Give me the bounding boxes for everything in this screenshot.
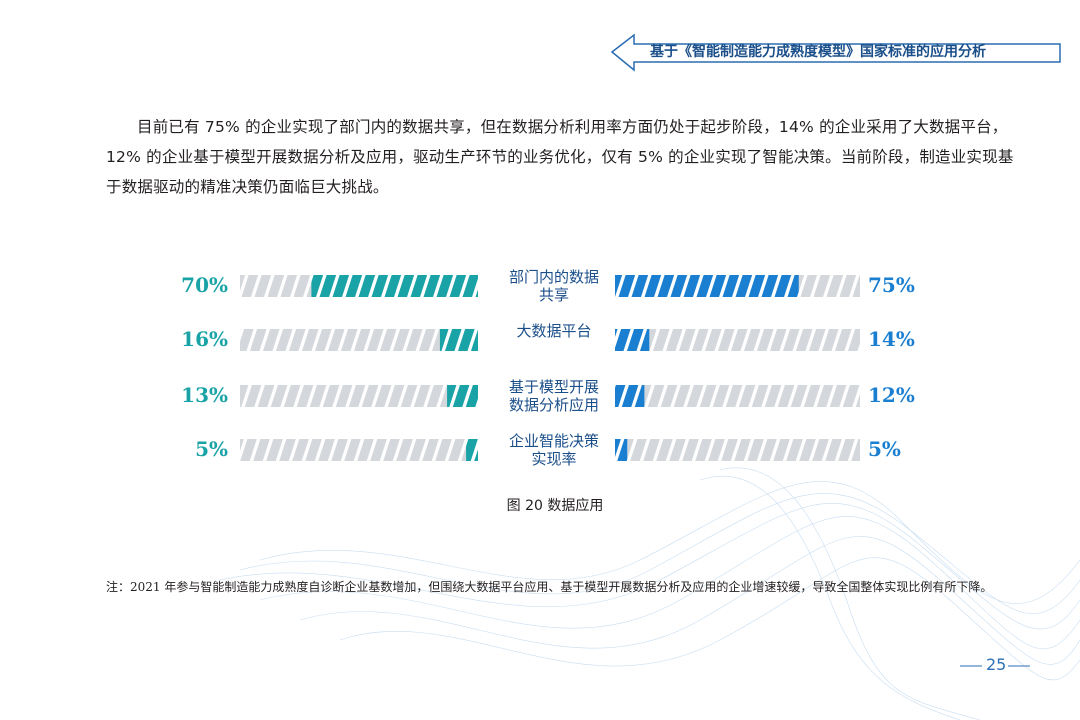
category-label: 基于模型开展数据分析应用	[508, 378, 599, 414]
category-label: 大数据平台	[516, 322, 592, 340]
wave-decoration	[219, 467, 1080, 720]
value-label: 14%	[868, 327, 915, 351]
value-label: 16%	[181, 327, 228, 351]
bar-stripes	[240, 329, 478, 351]
bar-stripes	[615, 385, 860, 407]
header-arrow	[610, 33, 1061, 72]
value-label: 75%	[868, 273, 915, 297]
category-label: 企业智能决策实现率	[508, 432, 599, 468]
footnote: 注：2021 年参与智能制造能力成熟度自诊断企业基数增加，但围绕大数据平台应用、…	[106, 580, 993, 594]
value-label: 12%	[868, 383, 915, 407]
paragraph: 目前已有 75% 的企业实现了部门内的数据共享，但在数据分析利用率方面仍处于起步…	[106, 118, 1014, 196]
header-title: 基于《智能制造能力成熟度模型》国家标准的应用分析	[650, 44, 986, 60]
bar-stripes	[240, 275, 478, 297]
value-label: 5%	[195, 437, 228, 461]
value-label: 70%	[181, 273, 228, 297]
bar-stripes	[240, 385, 478, 407]
chart	[240, 275, 860, 461]
value-label: 5%	[868, 437, 901, 461]
page-number: 25	[986, 655, 1007, 674]
chart-caption: 图 20 数据应用	[506, 498, 604, 514]
value-label: 13%	[181, 383, 228, 407]
category-label: 部门内的数据共享	[508, 268, 599, 304]
bar-stripes	[240, 439, 478, 461]
bar-stripes	[615, 439, 860, 461]
bar-stripes	[615, 329, 860, 351]
bar-stripes	[615, 275, 860, 297]
